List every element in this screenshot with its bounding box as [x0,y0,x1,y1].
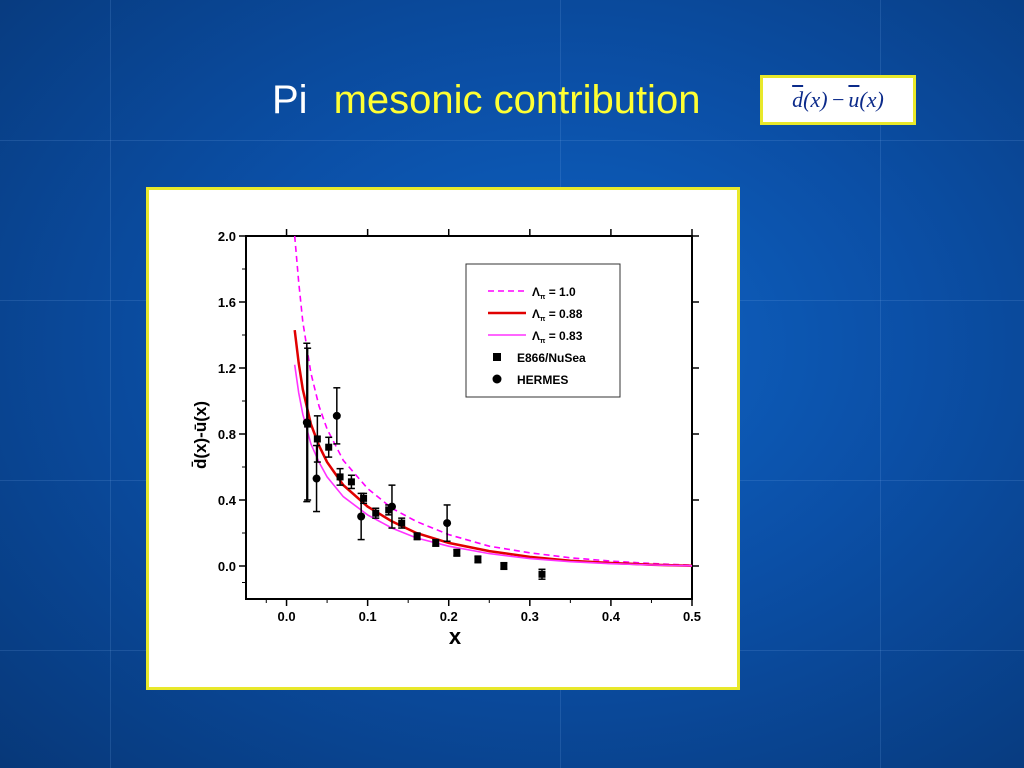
data-point-square [313,435,321,443]
y-tick-label: 1.6 [218,295,236,310]
data-point-square [432,539,440,547]
data-point-circle [387,502,396,511]
y-tick-label: 1.2 [218,361,236,376]
background-grid-line [110,0,111,768]
data-point-circle [332,411,341,420]
y-axis-label: d̄(x)-ū(x) [191,401,210,469]
data-point-square [336,473,344,481]
data-point-square [325,443,333,451]
data-point-square [538,570,546,578]
legend-swatch-circle [492,374,502,384]
chart-legend: Λπ = 1.0 Λπ = 0.88 Λπ = 0.83 E866/NuSea HERM… [465,263,621,398]
data-point-square [372,509,380,517]
slide-title: Pi mesonic contribution [272,70,700,130]
formula-x2: (x) [859,87,884,112]
legend-label: E866/NuSea [517,351,586,365]
legend-label: HERMES [517,373,568,387]
y-tick-label: 0.8 [218,427,236,442]
x-tick-label: 0.2 [440,609,458,624]
formula-box: d (x) − u (x) [760,75,916,125]
legend-label: Λπ = 0.83 [532,329,583,345]
chart-axes: 0.0 0.1 0.2 0.3 0.4 0.5 0.0 0.4 0.8 1.2 1.6 2.0 [218,229,701,624]
legend-label: Λπ = 1.0 [532,285,576,301]
data-point-square [347,478,355,486]
data-point-circle [357,512,366,521]
y-tick-label: 0.0 [218,559,236,574]
slide-title-rest: mesonic contribution [333,77,701,122]
data-point-circle [312,474,321,483]
x-tick-label: 0.1 [359,609,377,624]
data-point-circle [443,519,452,528]
data-point-circle [302,418,311,427]
y-tick-label: 0.4 [218,493,237,508]
data-point-square [398,519,406,527]
data-point-square [474,555,482,563]
x-tick-label: 0.5 [683,609,701,624]
formula-x1: (x) [803,87,828,112]
data-point-square [385,506,393,514]
data-point-square [453,549,461,557]
chart-points [302,342,546,580]
chart-panel: 0.0 0.1 0.2 0.3 0.4 0.5 0.0 0.4 0.8 1.2 1.6 2.0 Λπ … [146,187,740,690]
x-tick-label: 0.0 [278,609,296,624]
y-tick-label: 2.0 [218,229,236,244]
formula-d-bar: d [792,87,804,112]
x-tick-label: 0.3 [521,609,539,624]
data-point-square [500,562,508,570]
formula-minus: − [830,87,846,112]
legend-swatch-square [493,353,501,361]
data-point-square [413,532,421,540]
legend-box [465,263,621,398]
formula-u-bar: u [848,87,860,112]
chart-svg: 0.0 0.1 0.2 0.3 0.4 0.5 0.0 0.4 0.8 1.2 1.6 2.0 Λπ … [191,229,701,649]
x-tick-label: 0.4 [602,609,621,624]
plot-frame [245,235,693,600]
data-point-square [360,494,368,502]
background-grid-line [880,0,881,768]
legend-label: Λπ = 0.88 [532,307,583,323]
slide-title-pi: Pi [272,77,308,122]
background-grid-line [0,140,1024,141]
x-axis-label: x [449,624,462,649]
